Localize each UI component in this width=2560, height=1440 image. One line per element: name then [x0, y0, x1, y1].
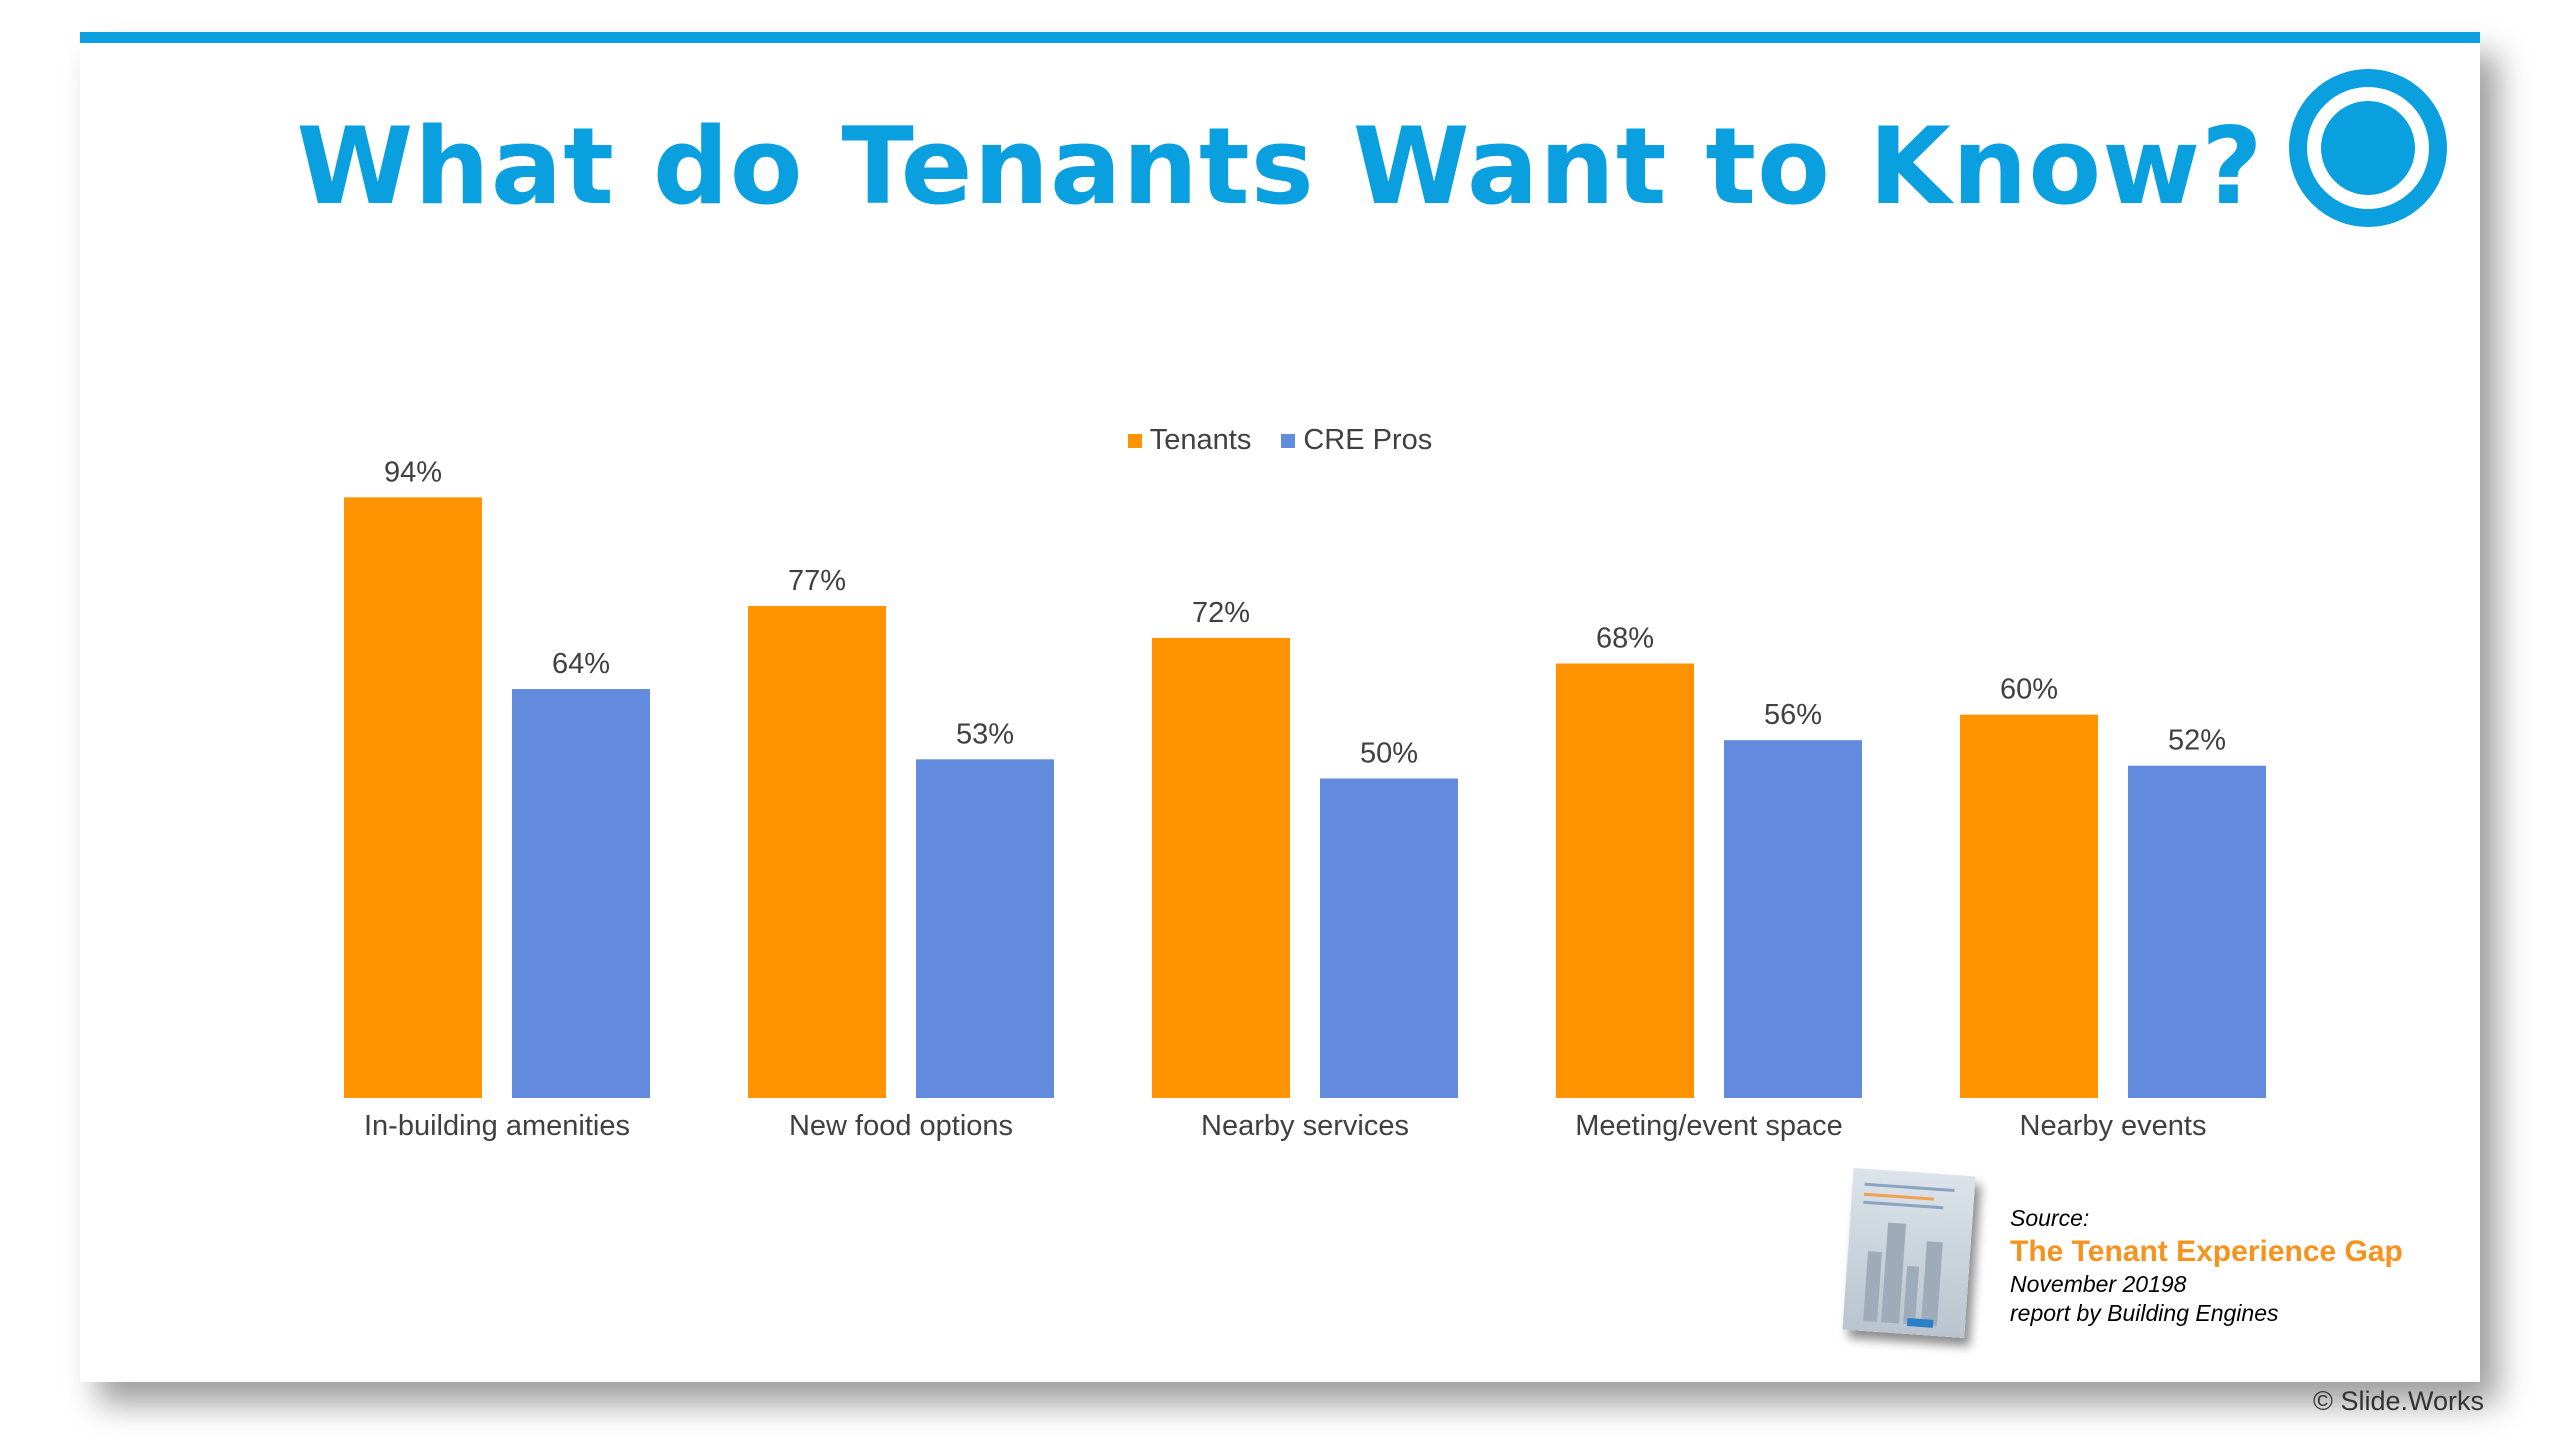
data-label-cre-pros-nearby-events: 52%: [2168, 725, 2226, 757]
data-label-tenants-new-food-options: 77%: [788, 565, 846, 597]
bar-cre-pros-nearby-events: [2128, 765, 2266, 1098]
data-label-cre-pros-meeting-event-space: 56%: [1764, 699, 1822, 731]
legend-swatch-tenants: [1127, 433, 1142, 448]
data-label-cre-pros-in-building-amenities: 64%: [552, 648, 610, 680]
data-label-tenants-in-building-amenities: 94%: [384, 456, 442, 488]
bar-tenants-nearby-services: [1152, 637, 1290, 1098]
bar-tenants-nearby-events: [1960, 714, 2098, 1098]
category-label-in-building-amenities: In-building amenities: [364, 1110, 630, 1142]
bar-cre-pros-in-building-amenities: [512, 689, 650, 1098]
source-byline: report by Building Engines: [2010, 1300, 2279, 1326]
top-accent-rule: [80, 32, 2480, 43]
data-label-tenants-meeting-event-space: 68%: [1596, 622, 1654, 654]
bar-cre-pros-meeting-event-space: [1724, 740, 1862, 1098]
bar-tenants-in-building-amenities: [344, 497, 482, 1099]
chart-legend: Tenants CRE Pros: [80, 424, 2480, 457]
slide-title: What do Tenants Want to Know?: [296, 105, 2264, 228]
data-label-tenants-nearby-services: 72%: [1192, 597, 1250, 629]
source-citation: Source: The Tenant Experience Gap Novemb…: [2010, 1204, 2430, 1328]
report-cover-icon: [1842, 1167, 1976, 1339]
bar-tenants-meeting-event-space: [1556, 663, 1694, 1098]
target-circle-icon: [2289, 69, 2447, 227]
slide: What do Tenants Want to Know? Tenants CR…: [80, 32, 2480, 1382]
category-label-nearby-services: Nearby services: [1201, 1110, 1409, 1142]
data-label-cre-pros-nearby-services: 50%: [1360, 738, 1418, 770]
source-title: The Tenant Experience Gap: [2010, 1234, 2403, 1268]
source-date: November 20198: [2010, 1271, 2187, 1298]
source-label: Source:: [2010, 1205, 2090, 1231]
bar-cre-pros-nearby-services: [1320, 778, 1458, 1098]
category-label-meeting-event-space: Meeting/event space: [1575, 1110, 1843, 1142]
data-label-tenants-nearby-events: 60%: [2000, 674, 2058, 706]
copyright-notice: © Slide.Works: [2313, 1386, 2484, 1416]
legend-item-cre-pros: CRE Pros: [1281, 424, 1432, 457]
legend-label-cre-pros: CRE Pros: [1303, 424, 1433, 456]
legend-label-tenants: Tenants: [1149, 424, 1252, 456]
bar-chart: 94% 64% In-building amenities 77% 53% New foo…: [344, 456, 2266, 1142]
data-label-cre-pros-new-food-options: 53%: [956, 718, 1014, 750]
category-label-new-food-options: New food options: [789, 1110, 1013, 1142]
legend-item-tenants: Tenants: [1127, 424, 1252, 457]
bar-tenants-new-food-options: [748, 605, 886, 1098]
category-label-nearby-events: Nearby events: [2020, 1110, 2207, 1142]
legend-swatch-cre-pros: [1281, 433, 1296, 448]
bar-cre-pros-new-food-options: [916, 759, 1054, 1098]
